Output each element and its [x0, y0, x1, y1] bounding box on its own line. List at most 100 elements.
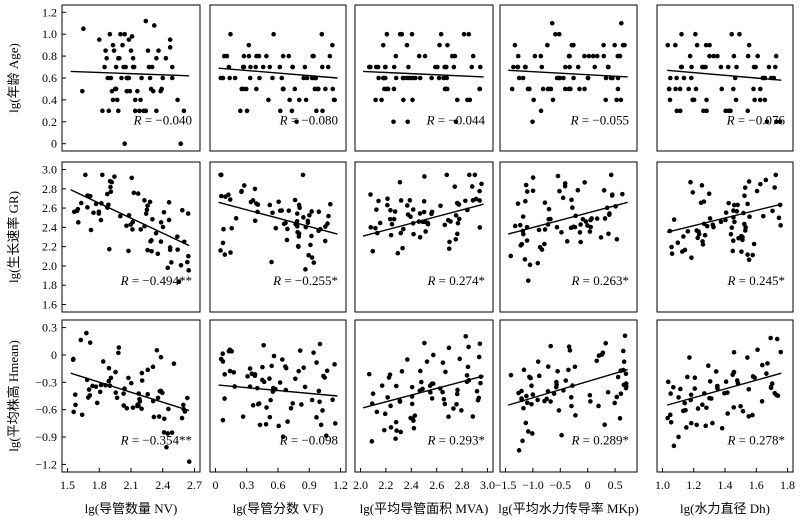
- data-point: [692, 375, 698, 381]
- data-point: [257, 75, 262, 81]
- data-point: [477, 188, 482, 194]
- data-point: [774, 392, 779, 398]
- data-point: [399, 369, 405, 374]
- data-point: [431, 352, 436, 358]
- y-tick-label: 0: [51, 137, 57, 151]
- data-point: [442, 222, 448, 228]
- data-point: [327, 53, 333, 59]
- data-point: [154, 347, 160, 353]
- data-point: [316, 388, 322, 394]
- data-point: [704, 405, 709, 411]
- data-point: [87, 193, 93, 199]
- data-point: [160, 224, 166, 230]
- data-point: [332, 421, 338, 426]
- data-point: [94, 400, 100, 406]
- data-point: [731, 202, 737, 208]
- data-point: [679, 31, 684, 37]
- data-point: [145, 247, 150, 253]
- data-point: [688, 420, 694, 426]
- data-point: [730, 238, 736, 244]
- data-point: [738, 233, 744, 239]
- data-point: [671, 217, 677, 222]
- data-point: [704, 108, 709, 114]
- data-point: [222, 396, 227, 401]
- data-point: [598, 235, 604, 240]
- data-point: [260, 377, 265, 383]
- data-point: [128, 48, 134, 53]
- data-point: [529, 401, 534, 407]
- data-point: [380, 42, 386, 48]
- y-tick-label: 0: [51, 348, 57, 362]
- x-tick-label: −1.0: [522, 478, 544, 492]
- data-point: [731, 53, 737, 59]
- x-tick-label: 2.4: [404, 478, 419, 492]
- data-point: [572, 364, 578, 370]
- data-point: [158, 354, 164, 360]
- data-point: [409, 31, 415, 37]
- data-point: [280, 434, 286, 440]
- data-point: [508, 372, 514, 378]
- data-point: [527, 262, 533, 268]
- data-point: [768, 385, 774, 391]
- x-tick-label: 1.0: [655, 478, 670, 492]
- fit-line: [70, 372, 190, 412]
- data-point: [424, 359, 430, 364]
- data-point: [548, 216, 553, 222]
- data-point: [246, 53, 252, 59]
- data-point: [118, 31, 123, 37]
- data-point: [704, 97, 709, 103]
- data-point: [284, 237, 290, 243]
- data-point: [297, 348, 303, 353]
- data-point: [453, 236, 459, 242]
- data-point: [757, 97, 763, 103]
- x-tick-label: 2.4: [155, 478, 170, 492]
- data-point: [602, 216, 608, 221]
- data-point: [445, 42, 450, 48]
- panel-r0-c3: R = −0.055: [499, 4, 638, 152]
- data-point: [524, 189, 530, 194]
- data-point: [703, 423, 709, 429]
- data-point: [256, 401, 262, 406]
- data-point: [509, 86, 515, 92]
- panel-frame: [354, 161, 494, 313]
- data-point: [319, 64, 325, 70]
- data-point: [98, 217, 104, 223]
- data-point: [603, 97, 609, 103]
- data-point: [731, 405, 737, 410]
- data-point: [687, 355, 692, 360]
- data-point: [466, 172, 472, 178]
- data-point: [452, 184, 458, 189]
- data-point: [107, 246, 112, 252]
- fit-line: [508, 368, 628, 406]
- data-point: [569, 403, 574, 409]
- data-point: [294, 211, 300, 216]
- data-point: [248, 64, 253, 70]
- data-point: [116, 350, 121, 356]
- data-point: [617, 416, 623, 421]
- data-point: [87, 340, 93, 345]
- data-point: [387, 216, 393, 222]
- data-point: [218, 248, 223, 253]
- data-point: [154, 108, 159, 114]
- data-point: [706, 191, 712, 197]
- data-point: [325, 221, 330, 226]
- y-tick-label: 1.0: [42, 27, 57, 41]
- data-point: [665, 42, 671, 48]
- data-point: [764, 371, 769, 376]
- data-point: [145, 48, 151, 53]
- x-tick-label: 0.5: [608, 478, 623, 492]
- data-point: [240, 414, 246, 419]
- data-point: [694, 42, 700, 48]
- data-point: [446, 414, 451, 420]
- data-point: [370, 391, 376, 397]
- data-point: [523, 182, 529, 188]
- x-tick-label: 3.0: [480, 478, 495, 492]
- data-point: [130, 219, 136, 225]
- data-point: [429, 75, 434, 81]
- data-point: [411, 425, 417, 431]
- data-point: [606, 64, 611, 70]
- data-point: [614, 97, 619, 103]
- data-point: [747, 214, 752, 220]
- panel-frame: [499, 319, 638, 473]
- data-point: [707, 395, 712, 401]
